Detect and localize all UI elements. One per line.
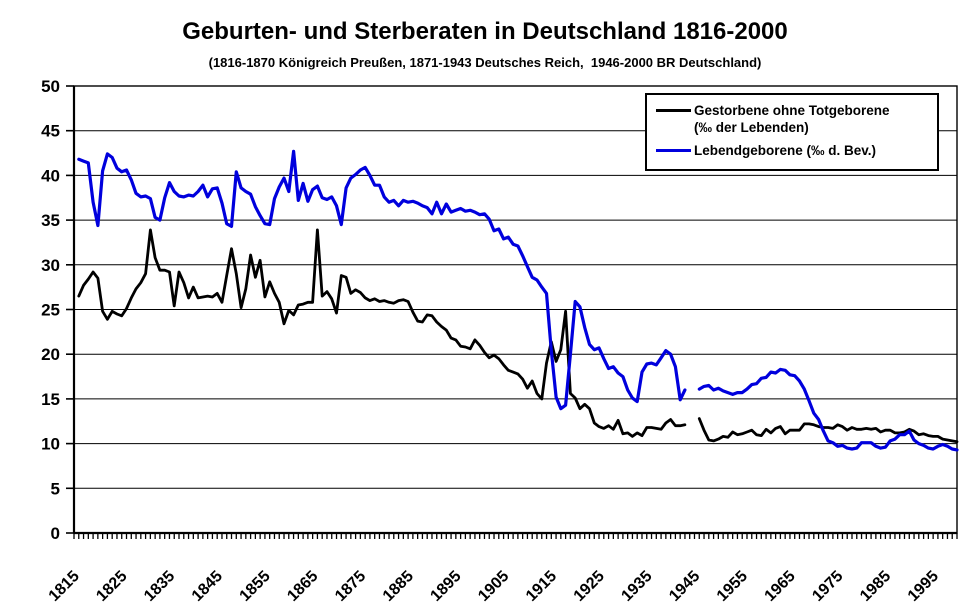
x-tick-label-1955: 1955 (714, 568, 751, 604)
x-tick-label-1995: 1995 (905, 568, 942, 604)
x-tick-label-1895: 1895 (427, 568, 464, 604)
y-tick-label-15: 15 (41, 390, 60, 409)
legend-label-deaths-unit: (‰ der Lebenden) (694, 120, 809, 135)
y-tick-label-25: 25 (41, 301, 60, 320)
y-tick-label-35: 35 (41, 211, 60, 230)
y-tick-label-50: 50 (41, 77, 60, 96)
x-tick-label-1985: 1985 (857, 568, 894, 604)
x-tick-label-1965: 1965 (762, 568, 799, 604)
legend-line-deaths-sample (656, 109, 691, 112)
x-tick-label-1815: 1815 (46, 568, 83, 604)
y-tick-label-10: 10 (41, 435, 60, 454)
legend-label-deaths: Gestorbene ohne Totgeborene (694, 103, 890, 118)
y-tick-label-30: 30 (41, 256, 60, 275)
x-tick-label-1975: 1975 (809, 568, 846, 604)
y-tick-label-40: 40 (41, 166, 60, 185)
x-tick-label-1925: 1925 (571, 568, 608, 604)
x-tick-label-1855: 1855 (237, 568, 274, 604)
legend-label-births: Lebendgeborene (‰ d. Bev.) (694, 143, 877, 158)
x-axis: 1815 1825 1835 1845 1855 1865 1875 1885 1895 1905… (46, 533, 958, 604)
x-tick-label-1865: 1865 (284, 568, 321, 604)
y-tick-label-45: 45 (41, 122, 60, 141)
x-tick-label-1875: 1875 (332, 568, 369, 604)
x-tick-label-1885: 1885 (380, 568, 417, 604)
x-tick-label-1825: 1825 (93, 568, 130, 604)
y-tick-label-0: 0 (51, 524, 60, 543)
x-tick-label-1845: 1845 (189, 568, 226, 604)
x-tick-label-1905: 1905 (475, 568, 512, 604)
chart-title: Geburten- und Sterberaten in Deutschland… (182, 18, 788, 45)
y-tick-label-5: 5 (51, 479, 60, 498)
y-axis: 0 5 10 15 20 25 30 35 40 45 50 (41, 77, 74, 543)
legend: Gestorbene ohne Totgeborene (‰ der Leben… (645, 93, 939, 171)
series-line-births (77, 149, 959, 452)
gridlines (74, 130, 957, 489)
x-tick-label-1915: 1915 (523, 568, 560, 604)
series-line-deaths (77, 228, 959, 444)
x-tick-label-1835: 1835 (141, 568, 178, 604)
legend-line-births-sample (656, 149, 691, 152)
x-tick-label-1945: 1945 (666, 568, 703, 604)
chart-subtitle: (1816-1870 Königreich Preußen, 1871-1943… (208, 55, 762, 70)
x-tick-label-1935: 1935 (618, 568, 655, 604)
y-tick-label-20: 20 (41, 345, 60, 364)
